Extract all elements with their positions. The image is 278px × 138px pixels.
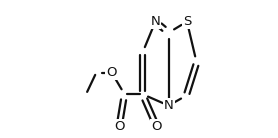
- Text: O: O: [106, 66, 117, 79]
- Text: O: O: [152, 120, 162, 133]
- Text: O: O: [114, 120, 124, 133]
- Text: S: S: [183, 15, 191, 28]
- Text: N: N: [150, 15, 160, 28]
- Text: N: N: [164, 99, 173, 112]
